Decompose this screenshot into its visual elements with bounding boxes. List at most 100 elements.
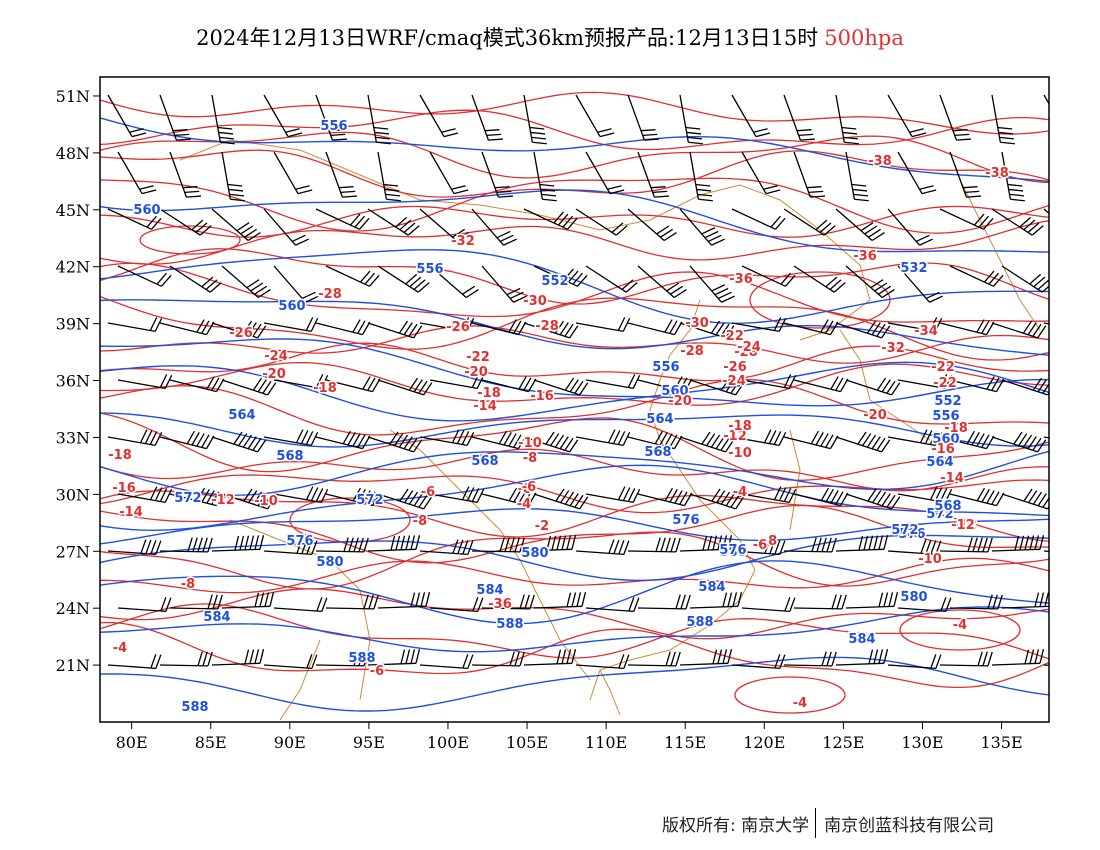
contour-label: -10 [518, 436, 542, 451]
wind-barb [783, 651, 837, 667]
temperature-closed-contour [899, 609, 1021, 651]
wind-barb [1043, 208, 1049, 241]
contour-label: 556 [932, 409, 959, 424]
contour-label: 560 [133, 203, 160, 218]
temperature-closed-contour [734, 676, 846, 714]
contour-label: 560 [661, 384, 688, 399]
contour-label: 532 [900, 261, 927, 276]
wind-barb [377, 151, 401, 202]
height-contour-layer [100, 117, 1049, 712]
lat-tick-label: 30N [56, 485, 90, 504]
contour-label: -6 [753, 538, 767, 553]
axis-layer: 80E 85E 90E 95E 100E 105E 110E 115E 120E 125E 130E… [56, 87, 1023, 752]
contour-label: 588 [348, 651, 375, 666]
coastline-segment [789, 429, 801, 531]
wind-barb [325, 487, 381, 507]
wind-barb [897, 151, 937, 195]
contour-label: 576 [898, 527, 925, 542]
coastline-segment [839, 329, 931, 441]
wind-barb [939, 651, 993, 667]
wind-barb [523, 431, 579, 453]
wind-barb [1043, 664, 1049, 669]
wind-barb [731, 539, 786, 555]
temperature-contour-line [100, 557, 1049, 594]
temperature-contour-line [100, 603, 1049, 660]
wind-barb [429, 486, 485, 503]
contour-label: -22 [933, 376, 957, 391]
contour-label: -38 [868, 154, 892, 169]
lat-tick-label: 33N [56, 428, 90, 447]
wind-barb [533, 377, 589, 396]
wind-barb [533, 592, 587, 609]
wind-barb [273, 486, 329, 503]
wind-barb [169, 376, 225, 393]
wind-barb [1043, 436, 1049, 446]
contour-label: 584 [203, 610, 230, 625]
contour-label: 568 [471, 454, 498, 469]
contour-label: -24 [722, 374, 746, 389]
wind-barb [949, 265, 1004, 287]
contour-label: -16 [530, 389, 554, 404]
wind-barb [211, 94, 235, 145]
wind-barb [221, 488, 277, 510]
contour-label: -18 [108, 448, 132, 463]
contour-label: 580 [719, 545, 746, 560]
lat-tick-label: 51N [56, 87, 90, 106]
wind-barb [367, 208, 420, 236]
height-contour-line [100, 189, 1049, 253]
wind-barb [211, 535, 265, 552]
wind-barb [991, 94, 1015, 145]
company-name: 南京创蓝科技有限公司 [824, 815, 995, 836]
wind-barb [991, 535, 1045, 552]
wind-barb [637, 265, 687, 299]
temperature-closed-contour [139, 225, 241, 255]
contour-label: -30 [523, 294, 547, 309]
temperature-contour-line [100, 177, 1049, 234]
contour-label: -32 [881, 341, 905, 356]
contour-label: -14 [473, 399, 497, 414]
contour-label: 556 [652, 360, 679, 375]
wind-barb [741, 486, 797, 503]
wind-barb [793, 376, 849, 393]
wind-barb [1043, 94, 1049, 137]
wind-barb [221, 265, 271, 299]
wind-barb [325, 265, 380, 287]
contour-label: -36 [853, 249, 877, 264]
wind-barb [939, 208, 994, 230]
wind-barb [585, 151, 625, 195]
contour-label: -10 [728, 446, 752, 461]
wind-barb [107, 429, 163, 446]
wind-barb [731, 429, 787, 446]
wind-barb [533, 151, 557, 202]
wind-barb [315, 208, 370, 230]
wind-barb [731, 654, 786, 669]
wind-barb [471, 319, 527, 336]
wind-barb [315, 537, 369, 553]
contour-label: -36 [729, 272, 753, 287]
contour-label: 552 [934, 394, 961, 409]
contour-label: 560 [932, 432, 959, 447]
contour-label: -4 [793, 696, 807, 711]
wind-barb [117, 597, 172, 612]
wind-barb [471, 537, 525, 553]
wind-barb [1054, 366, 1100, 389]
wind-barb [533, 265, 588, 287]
lat-tick-label: 24N [56, 599, 90, 618]
contour-label: 556 [416, 262, 443, 277]
wind-barb [419, 94, 459, 138]
wind-barb [897, 486, 953, 503]
contour-label: -4 [953, 618, 967, 633]
contour-label: -6 [421, 485, 435, 500]
wind-barb [835, 431, 891, 453]
wind-barb [845, 151, 869, 202]
wind-barb [273, 265, 319, 303]
height-contour-line [100, 656, 1049, 712]
wind-barb [627, 319, 683, 336]
wind-barb [585, 597, 640, 612]
lon-tick-label: 110E [585, 733, 627, 752]
coastline-segment [959, 179, 1041, 331]
wind-barb [793, 265, 846, 293]
temperature-contour-line [100, 325, 1049, 364]
wind-barb [367, 431, 423, 453]
